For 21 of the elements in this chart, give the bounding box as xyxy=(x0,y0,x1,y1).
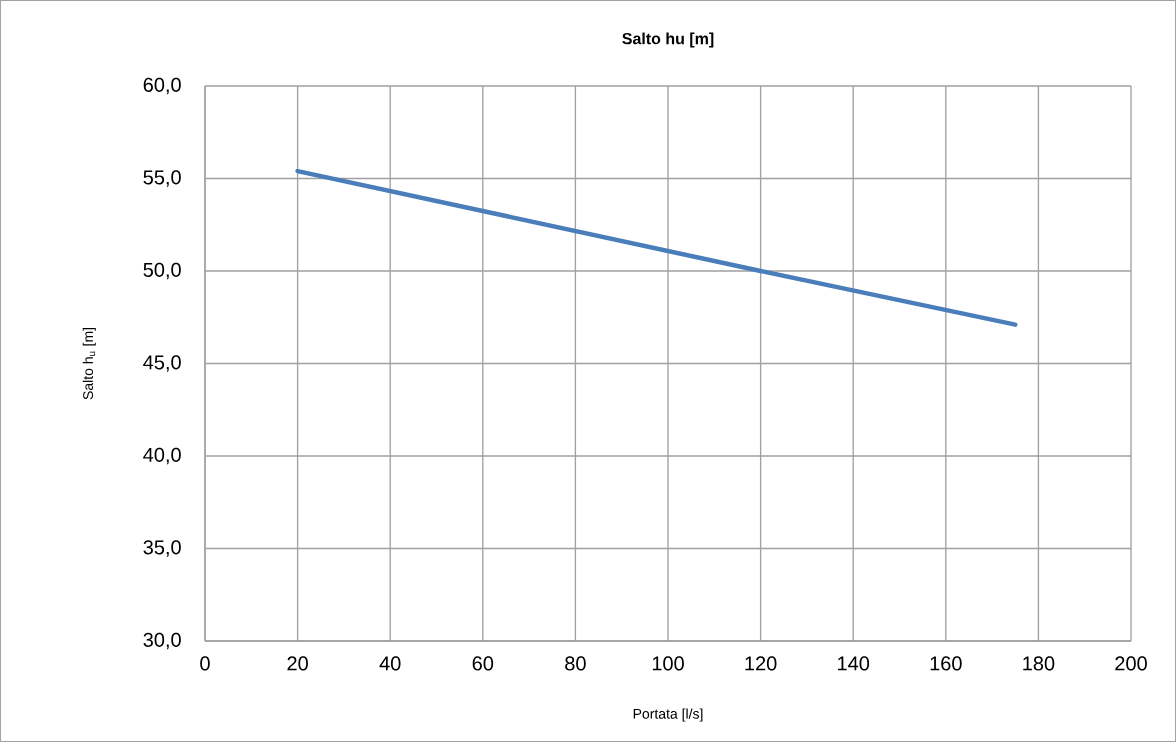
x-tick-label: 180 xyxy=(1023,656,1055,671)
x-tick-label: 140 xyxy=(838,656,870,671)
y-tick-label: 60,0 xyxy=(143,77,181,95)
x-axis-title: Portata [l/s] xyxy=(633,708,703,722)
x-tick-label: 20 xyxy=(287,656,308,671)
x-tick-label: 120 xyxy=(745,656,777,671)
x-tick-label: 60 xyxy=(472,656,494,671)
x-tick-label: 100 xyxy=(652,656,684,671)
y-tick-label: 50,0 xyxy=(143,262,181,280)
y-tick-label: 40,0 xyxy=(143,447,181,465)
y-axis-title: Salto h$_{u}$ [m] xyxy=(82,327,96,400)
y-tick-label: 45,0 xyxy=(143,355,181,372)
chart-title: Salto hu [m] xyxy=(622,32,714,48)
y-tick-label: 55,0 xyxy=(143,170,181,187)
y-tick-label: 30,0 xyxy=(143,632,181,650)
x-tick-label: 0 xyxy=(200,656,210,671)
x-tick-label: 40 xyxy=(379,656,401,671)
x-tick-label: 200 xyxy=(1115,656,1147,671)
x-tick-label: 80 xyxy=(565,656,586,671)
x-tick-label: 160 xyxy=(930,656,962,671)
y-tick-label: 35,0 xyxy=(143,540,181,557)
